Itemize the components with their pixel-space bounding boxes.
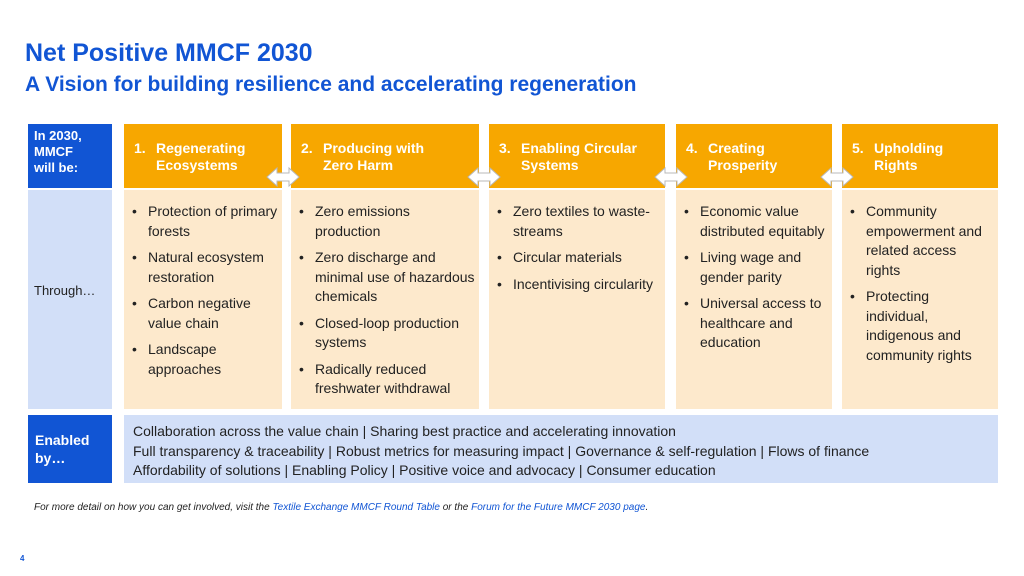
enabler-line: Collaboration across the value chain | S… (133, 423, 676, 439)
pillar-header-upholding-rights: 5. Upholding Rights (842, 124, 998, 188)
list-item: • Carbon negative value chain (132, 295, 251, 331)
list-item: • Circular materials (497, 249, 622, 265)
pillar-number: 2. (301, 140, 313, 156)
pillar-number: 3. (499, 140, 511, 156)
list-item: • Zero emissions production (299, 203, 410, 239)
pillar-header-creating-prosperity: 4. Creating Prosperity (676, 124, 832, 188)
in-2030-label-text: In 2030, MMCF will be: (34, 128, 82, 175)
enabler-line: Full transparency & traceability | Robus… (133, 442, 870, 459)
through-label: Through… (28, 190, 112, 409)
list-item: • Zero textiles to waste-streams (497, 203, 650, 239)
pillar-header-regenerating-ecosystems: 1. Regenerating Ecosystems (124, 124, 282, 188)
double-headed-arrow-icon (467, 166, 501, 188)
list-item: • Economic value distributed equitably (684, 203, 825, 239)
page-title: Net Positive MMCF 2030 (25, 39, 313, 67)
list-item: • Zero discharge and minimal use of hazar… (299, 249, 475, 304)
in-2030-label: In 2030, MMCF will be: (28, 124, 112, 188)
list-item: • Protection of primary forests (132, 203, 278, 239)
pillar-body-creating-prosperity: • Economic value distributed equitably • L… (676, 190, 832, 409)
pillar-title: Upholding Rights (874, 140, 944, 173)
list-item: • Radically reduced freshwater withdrawal (299, 360, 451, 397)
pillar-title: Producing with Zero Harm (323, 140, 425, 173)
page-number: 4 (20, 554, 25, 563)
enabled-by-label: Enabled by… (28, 415, 112, 483)
list-item: • Incentivising circularity (497, 275, 654, 292)
pillar-title: Regenerating Ecosystems (156, 140, 246, 173)
pillar-header-producing-with-zero-harm: 2. Producing with Zero Harm (291, 124, 479, 188)
list-item: • Universal access to healthcare and educ… (684, 295, 822, 350)
double-headed-arrow-icon (654, 166, 688, 188)
list-item: • Closed-loop production systems (299, 314, 459, 351)
page-subtitle: A Vision for building resilience and acc… (25, 73, 637, 96)
pillar-number: 5. (852, 140, 864, 156)
double-headed-arrow-icon (266, 166, 300, 188)
pillar-number: 1. (134, 140, 146, 156)
pillar-number: 4. (686, 140, 698, 156)
list-item: • Living wage and gender parity (684, 249, 802, 285)
list-item: • Protecting individual, indigenous and c… (850, 288, 972, 363)
pillar-title: Enabling Circular Systems (521, 140, 637, 173)
textile-exchange-link[interactable]: Textile Exchange MMCF Round Table (272, 502, 440, 513)
forum-for-the-future-link[interactable]: Forum for the Future MMCF 2030 page (471, 502, 646, 513)
pillar-body-producing-with-zero-harm: • Zero emissions production • Zero dischar… (291, 190, 479, 409)
double-headed-arrow-icon (820, 166, 854, 188)
pillar-header-enabling-circular-systems: 3. Enabling Circular Systems (489, 124, 665, 188)
footnote: For more detail on how you can get invol… (34, 502, 649, 513)
list-item: • Natural ecosystem restoration (132, 249, 264, 285)
list-item: • Community empowerment and related acces… (850, 203, 982, 278)
enabled-by-label-text: Enabled by… (35, 432, 90, 466)
enablers-panel: Collaboration across the value chain | S… (124, 415, 998, 483)
list-item: • Landscape approaches (132, 341, 222, 377)
enabler-line: Affordability of solutions | Enabling Po… (133, 462, 716, 478)
pillar-body-regenerating-ecosystems: • Protection of primary forests • Natural … (124, 190, 282, 409)
pillar-title: Creating Prosperity (708, 140, 778, 173)
pillar-body-upholding-rights: • Community empowerment and related acces… (842, 190, 998, 409)
pillar-body-enabling-circular-systems: • Zero textiles to waste-streams • Circula… (489, 190, 665, 409)
